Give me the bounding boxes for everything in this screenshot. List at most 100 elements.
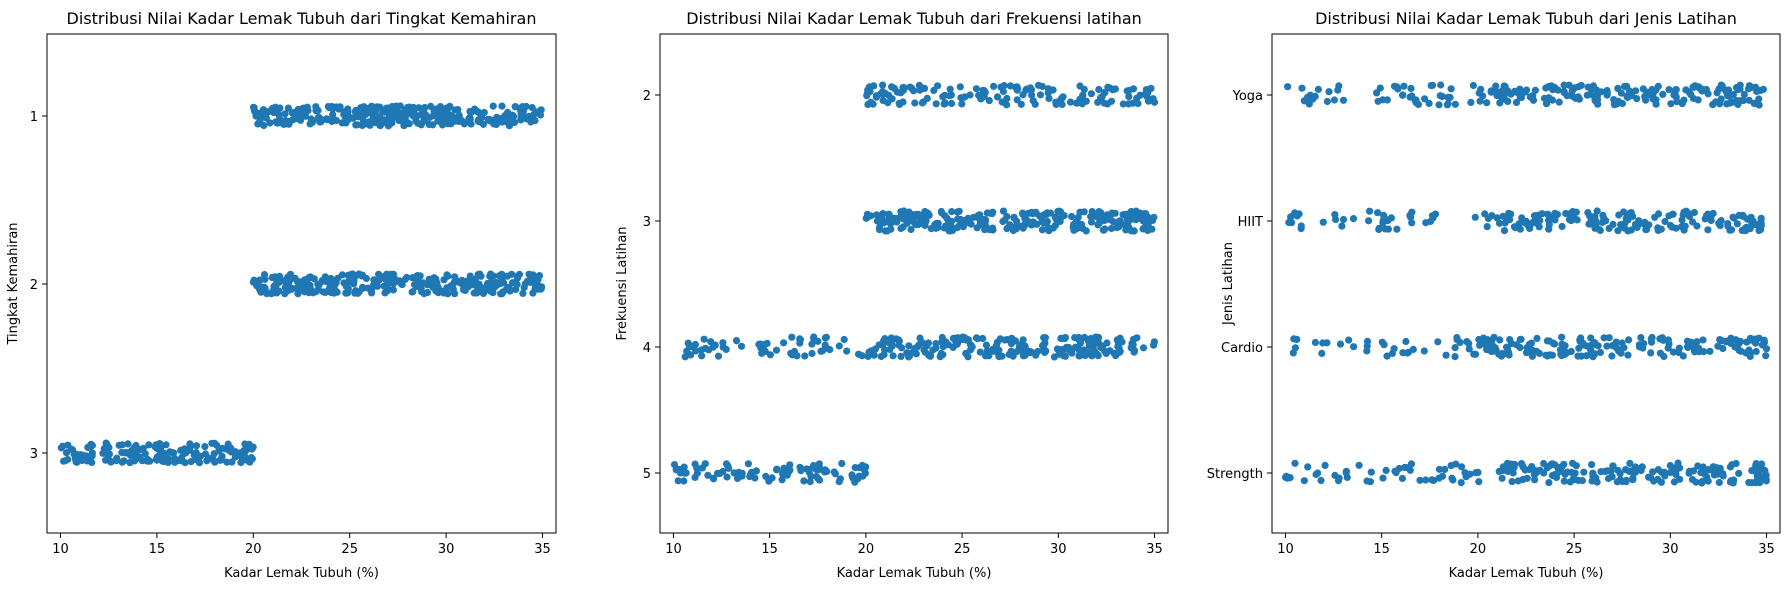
data-point bbox=[260, 121, 268, 130]
chart-panel-jenis-latihan: Distribusi Nilai Kadar Lemak Tubuh dari … bbox=[1207, 9, 1781, 581]
data-point bbox=[1068, 212, 1076, 221]
data-point bbox=[1591, 96, 1599, 104]
data-point bbox=[1548, 460, 1556, 468]
data-point bbox=[680, 463, 688, 471]
x-tick-label: 30 bbox=[1050, 542, 1067, 557]
data-point bbox=[268, 273, 276, 282]
data-point bbox=[1379, 474, 1387, 482]
data-point bbox=[68, 446, 77, 454]
data-point bbox=[1290, 335, 1298, 343]
data-point bbox=[1672, 466, 1680, 475]
data-point bbox=[342, 289, 350, 297]
data-point bbox=[1576, 337, 1584, 345]
data-point bbox=[881, 346, 889, 354]
data-point bbox=[1603, 342, 1611, 350]
data-point bbox=[948, 99, 956, 108]
data-point bbox=[1622, 478, 1630, 486]
data-point bbox=[1707, 216, 1715, 225]
data-point bbox=[1522, 86, 1531, 94]
data-point bbox=[1038, 226, 1046, 234]
data-point bbox=[1623, 210, 1632, 219]
data-point bbox=[352, 121, 360, 129]
data-point bbox=[1757, 217, 1765, 225]
data-point bbox=[1714, 342, 1722, 350]
data-point bbox=[1026, 84, 1035, 92]
data-point bbox=[1349, 215, 1358, 223]
data-point bbox=[156, 449, 164, 458]
data-point bbox=[858, 352, 866, 360]
data-point bbox=[1561, 342, 1569, 350]
data-point bbox=[674, 477, 682, 485]
data-point bbox=[413, 272, 422, 280]
data-point bbox=[1623, 82, 1631, 90]
data-point bbox=[999, 217, 1007, 226]
data-point bbox=[1390, 345, 1398, 353]
data-point bbox=[1592, 474, 1600, 482]
data-point bbox=[1693, 222, 1701, 230]
data-point bbox=[1076, 338, 1085, 346]
data-point bbox=[1652, 100, 1660, 108]
data-point bbox=[385, 285, 393, 293]
data-point bbox=[977, 215, 986, 223]
data-point bbox=[1457, 479, 1465, 487]
data-point bbox=[1013, 85, 1022, 93]
chart-panel-frekuensi-latihan: Distribusi Nilai Kadar Lemak Tubuh dari … bbox=[615, 9, 1169, 581]
data-point bbox=[985, 352, 993, 360]
data-point bbox=[1702, 212, 1710, 220]
data-point bbox=[957, 94, 965, 102]
data-point bbox=[1115, 223, 1123, 231]
data-point bbox=[1037, 212, 1045, 220]
data-point bbox=[1544, 210, 1552, 218]
data-point bbox=[1668, 223, 1676, 231]
data-point bbox=[700, 335, 708, 343]
data-point bbox=[442, 104, 450, 112]
data-point bbox=[1699, 336, 1707, 344]
data-point bbox=[1608, 352, 1616, 360]
data-point bbox=[1715, 478, 1723, 487]
data-point bbox=[1076, 95, 1084, 103]
data-point bbox=[1510, 463, 1518, 471]
data-point bbox=[1646, 474, 1655, 482]
data-point bbox=[1042, 347, 1050, 355]
data-point bbox=[835, 342, 843, 350]
data-point bbox=[291, 274, 299, 282]
data-point bbox=[923, 94, 931, 102]
data-point bbox=[1557, 467, 1565, 475]
data-point bbox=[1605, 334, 1613, 342]
data-point bbox=[336, 103, 344, 111]
data-point bbox=[1311, 338, 1319, 347]
data-point bbox=[1540, 459, 1548, 468]
data-point bbox=[875, 226, 884, 234]
y-axis-label: Tingkat Kemahiran bbox=[6, 222, 21, 345]
data-point bbox=[139, 444, 147, 452]
data-point bbox=[897, 208, 905, 216]
data-point bbox=[812, 472, 821, 481]
data-point bbox=[982, 341, 991, 349]
y-tick-label: 3 bbox=[30, 447, 38, 462]
data-point bbox=[304, 281, 312, 289]
data-point bbox=[511, 103, 519, 111]
data-point bbox=[1150, 213, 1158, 221]
data-point bbox=[1399, 349, 1407, 357]
data-point bbox=[350, 280, 358, 288]
data-point bbox=[281, 110, 289, 118]
data-point bbox=[995, 353, 1003, 361]
data-point bbox=[510, 118, 519, 126]
data-point bbox=[1617, 221, 1625, 229]
data-point bbox=[1737, 337, 1745, 346]
data-point bbox=[1627, 226, 1635, 234]
data-point bbox=[1752, 339, 1760, 347]
data-point bbox=[1065, 346, 1073, 354]
data-point bbox=[1330, 96, 1338, 104]
data-point bbox=[532, 283, 540, 291]
data-point bbox=[1350, 343, 1358, 351]
data-point bbox=[1487, 87, 1495, 95]
data-point bbox=[223, 458, 231, 466]
data-point bbox=[1673, 98, 1681, 106]
data-point bbox=[1531, 476, 1539, 484]
data-point bbox=[1442, 351, 1450, 359]
data-point bbox=[1609, 462, 1617, 470]
data-point bbox=[429, 112, 437, 120]
data-point bbox=[1366, 207, 1374, 215]
data-point bbox=[1375, 225, 1383, 234]
